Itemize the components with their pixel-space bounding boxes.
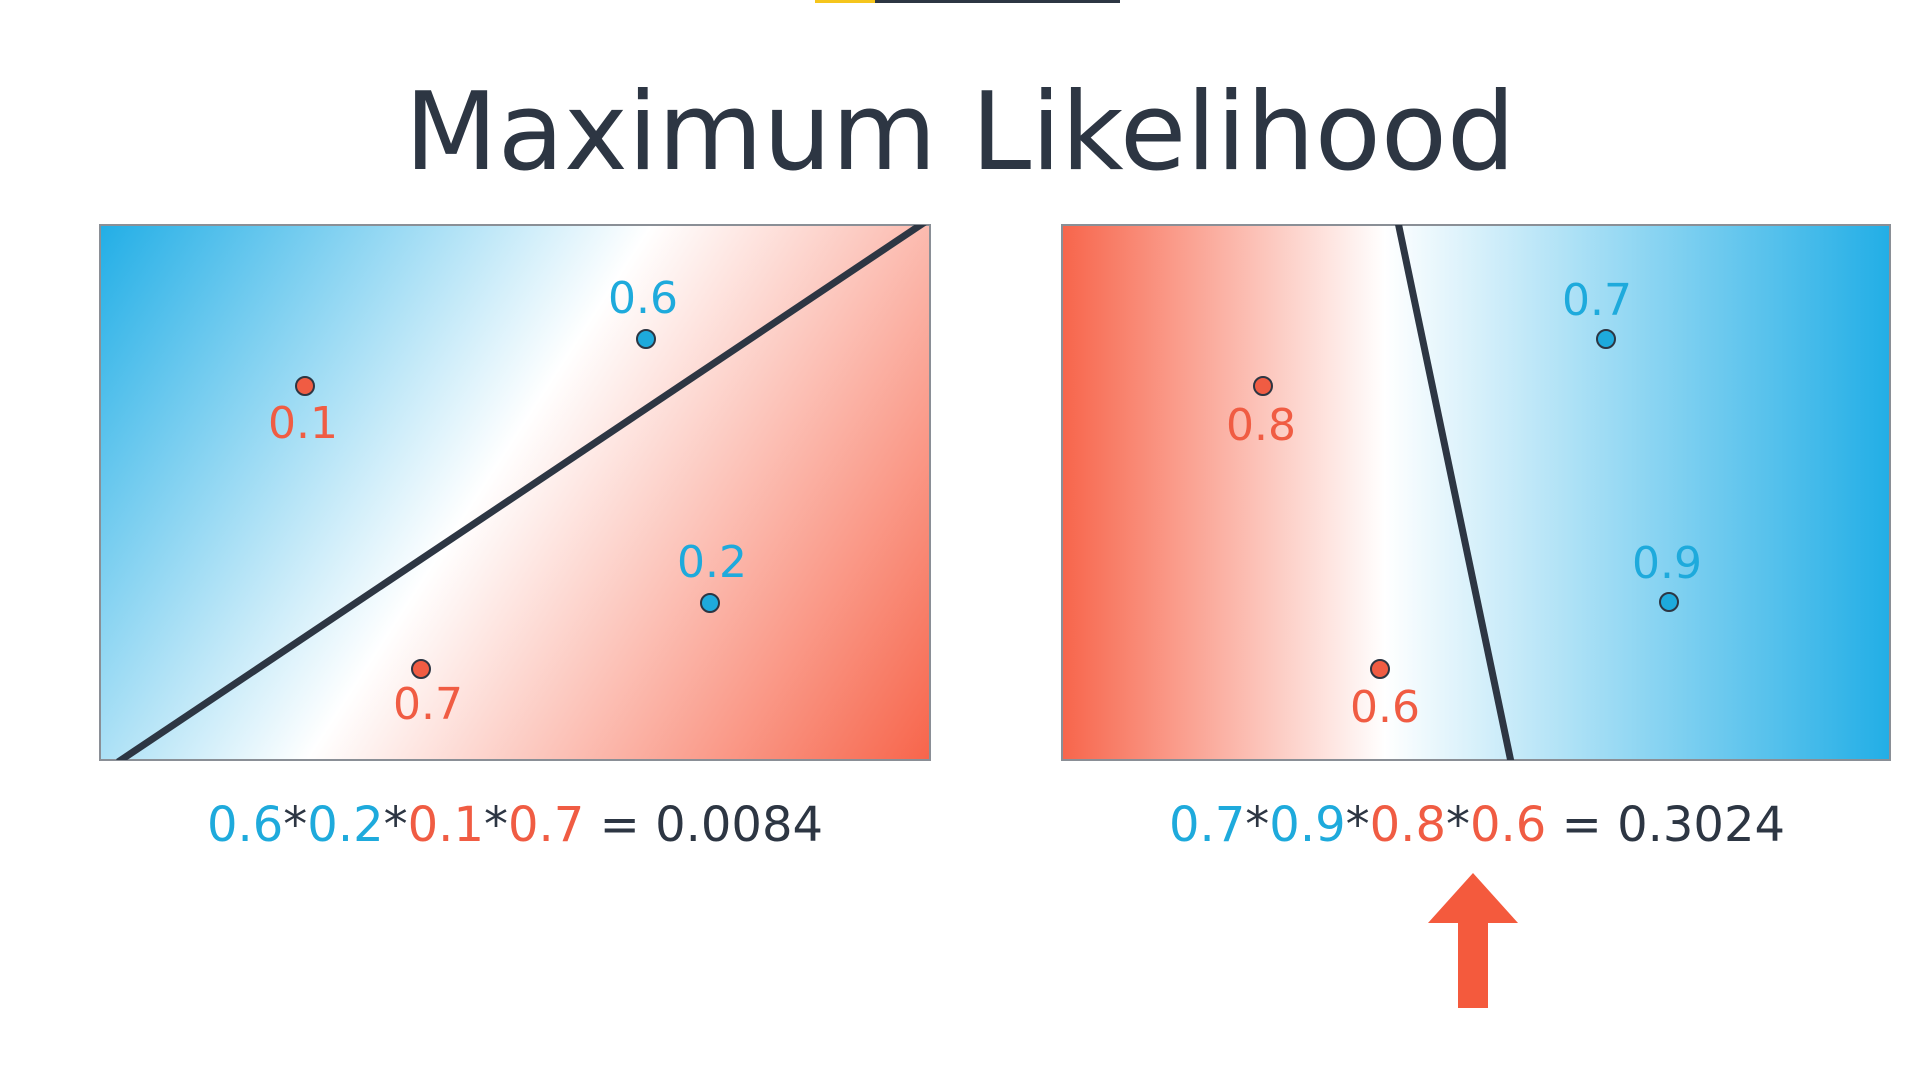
- left-label-red-1: 0.1: [268, 398, 338, 449]
- right-point-red-1: [1253, 376, 1273, 396]
- right-operator-1: *: [1245, 797, 1270, 853]
- right-panel-frame: [1061, 224, 1891, 761]
- progress-bar-dark: [875, 0, 1120, 3]
- left-operator-1: *: [283, 797, 308, 853]
- right-equals: =: [1561, 797, 1602, 853]
- left-point-red-1: [295, 376, 315, 396]
- right-result: 0.3024: [1617, 797, 1786, 853]
- left-label-blue-2: 0.2: [677, 537, 747, 588]
- right-label-blue-2: 0.9: [1632, 538, 1702, 589]
- progress-bar-yellow: [815, 0, 875, 3]
- left-factor-2: 0.2: [307, 797, 384, 853]
- right-point-blue-2: [1659, 592, 1679, 612]
- right-label-red-2: 0.6: [1350, 682, 1420, 733]
- right-factor-1: 0.7: [1168, 797, 1246, 853]
- right-point-blue-1: [1596, 329, 1616, 349]
- left-result: 0.0084: [655, 797, 824, 853]
- right-operator-3: *: [1445, 797, 1470, 853]
- left-factor-4: 0.7: [507, 797, 585, 853]
- left-label-red-2: 0.7: [393, 679, 463, 730]
- left-operator-2: *: [383, 797, 408, 853]
- left-point-red-2: [411, 659, 431, 679]
- left-label-blue-1: 0.6: [608, 273, 678, 324]
- right-likelihood-formula: 0.7*0.9*0.8*0.6 = 0.3024: [1062, 790, 1892, 860]
- right-factor-2: 0.9: [1269, 797, 1346, 853]
- left-likelihood-formula: 0.6*0.2*0.1*0.7 = 0.0084: [100, 790, 930, 860]
- left-boundary-line: [116, 225, 927, 760]
- left-factor-3: 0.1: [407, 797, 484, 853]
- up-arrow-icon: [1428, 873, 1518, 1008]
- left-point-blue-2: [700, 593, 720, 613]
- right-label-red-1: 0.8: [1226, 400, 1296, 451]
- slide-title: Maximum Likelihood: [404, 70, 1516, 195]
- right-factor-4: 0.6: [1469, 797, 1547, 853]
- right-operator-2: *: [1345, 797, 1370, 853]
- left-point-blue-1: [636, 329, 656, 349]
- left-equals: =: [599, 797, 640, 853]
- left-factor-1: 0.6: [206, 797, 284, 853]
- right-label-blue-1: 0.7: [1562, 275, 1632, 326]
- right-factor-3: 0.8: [1369, 797, 1446, 853]
- right-panel: 0.7 0.8 0.9 0.6: [1061, 224, 1891, 761]
- right-point-red-2: [1370, 659, 1390, 679]
- left-panel: 0.6 0.1 0.2 0.7: [99, 224, 931, 761]
- left-operator-3: *: [483, 797, 508, 853]
- right-boundary-line: [1395, 225, 1515, 760]
